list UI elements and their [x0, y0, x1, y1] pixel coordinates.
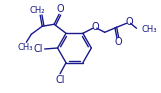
Text: Cl: Cl	[34, 44, 43, 54]
Text: O: O	[92, 22, 100, 32]
Text: CH₂: CH₂	[29, 6, 45, 15]
Text: CH₃: CH₃	[18, 43, 33, 52]
Text: Cl: Cl	[55, 75, 65, 85]
Text: CH₃: CH₃	[142, 25, 157, 34]
Text: O: O	[115, 37, 123, 47]
Text: O: O	[126, 17, 133, 27]
Text: O: O	[56, 4, 64, 14]
